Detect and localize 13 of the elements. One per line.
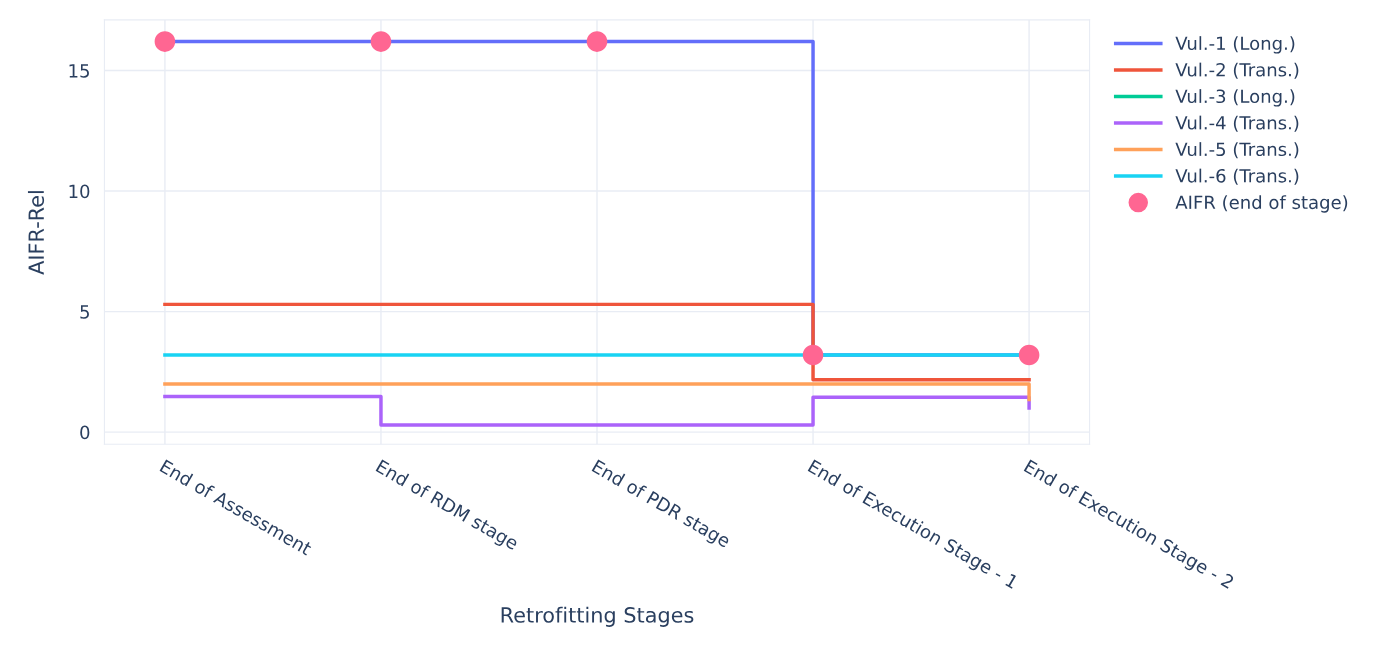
y-axis-title: AIFR-Rel — [27, 191, 45, 275]
y-tick-label: 15 — [69, 64, 89, 78]
legend-label: Vul.-1 (Long.) — [1175, 36, 1295, 54]
legend-label: Vul.-5 (Trans.) — [1175, 142, 1299, 159]
y-tick-label: 0 — [80, 425, 90, 440]
legend-label: Vul.-2 (Trans.) — [1175, 62, 1299, 79]
y-tick-label: 10 — [69, 184, 90, 199]
legend-label: AIFR (end of stage) — [1175, 195, 1348, 213]
legend-label: Vul.-4 (Trans.) — [1175, 115, 1299, 132]
legend-label: Vul.-3 (Long.) — [1175, 89, 1295, 107]
legend-label: Vul.-6 (Trans.) — [1175, 168, 1299, 185]
x-axis-title: Retrofitting Stages — [501, 606, 694, 627]
y-tick-label: 5 — [80, 305, 89, 319]
